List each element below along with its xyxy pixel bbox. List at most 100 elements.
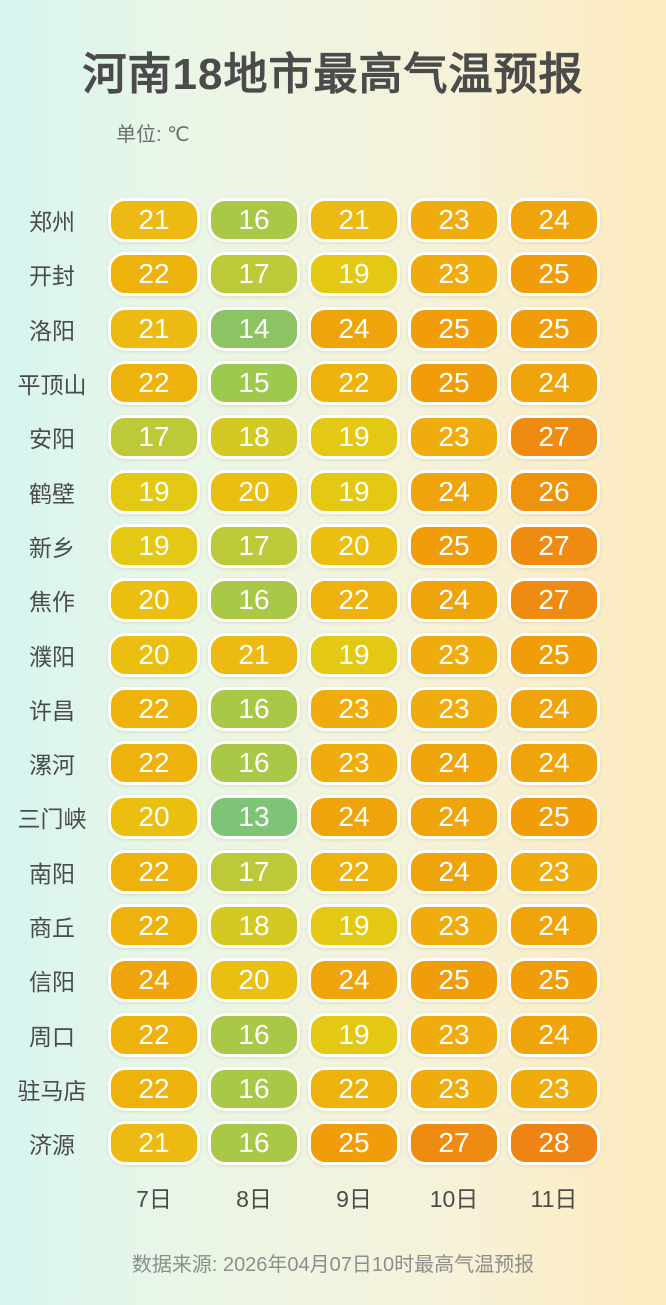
temp-pill: 21 xyxy=(308,198,400,243)
temp-pill: 20 xyxy=(308,523,400,568)
temp-pill: 20 xyxy=(208,958,300,1003)
date-label: 9日 xyxy=(336,1186,372,1213)
temp-pill: 22 xyxy=(308,849,400,894)
city-label: 南阳 xyxy=(29,860,75,887)
temp-pill: 19 xyxy=(308,904,400,948)
temp-pill: 22 xyxy=(308,1066,400,1111)
temp-pill: 18 xyxy=(208,415,300,460)
table-row: 南阳 22 17 22 24 23 xyxy=(0,845,666,899)
temp-pill: 23 xyxy=(408,904,500,948)
temp-pill: 23 xyxy=(508,1066,600,1111)
table-row: 信阳 24 20 24 25 25 xyxy=(0,953,666,1007)
temp-pill: 21 xyxy=(108,198,200,243)
temp-pill: 19 xyxy=(308,469,400,514)
temp-pill: 22 xyxy=(108,904,200,948)
temp-pill: 25 xyxy=(508,632,600,677)
city-label: 济源 xyxy=(29,1132,75,1159)
temp-pill: 17 xyxy=(208,849,300,894)
temp-pill: 19 xyxy=(308,415,400,460)
table-row: 鹤壁 19 20 19 24 26 xyxy=(0,464,666,518)
city-label: 漯河 xyxy=(29,752,75,779)
table-row: 濮阳 20 21 19 23 25 xyxy=(0,627,666,681)
city-label: 许昌 xyxy=(29,697,75,724)
table-row: 许昌 22 16 23 23 24 xyxy=(0,682,666,736)
table-row: 三门峡 20 13 24 24 25 xyxy=(0,790,666,844)
table-row: 新乡 19 17 20 25 27 xyxy=(0,519,666,573)
city-label: 焦作 xyxy=(29,589,75,616)
city-label: 信阳 xyxy=(29,969,75,996)
temp-pill: 24 xyxy=(108,958,200,1003)
table-row: 安阳 17 18 19 23 27 xyxy=(0,410,666,464)
temp-pill: 22 xyxy=(108,741,200,786)
temp-pill: 24 xyxy=(508,904,600,948)
temp-pill: 22 xyxy=(108,686,200,731)
temp-pill: 23 xyxy=(408,415,500,460)
temp-pill: 22 xyxy=(108,849,200,894)
city-label: 三门峡 xyxy=(17,806,87,833)
temp-pill: 21 xyxy=(208,632,300,677)
date-label: 11日 xyxy=(530,1186,578,1213)
temp-pill: 24 xyxy=(508,741,600,786)
city-label: 开封 xyxy=(29,263,75,290)
city-label: 鹤壁 xyxy=(29,480,75,507)
temp-pill: 19 xyxy=(108,523,200,568)
temp-pill: 24 xyxy=(508,686,600,731)
date-axis: 7日 8日 9日 10日 11日 xyxy=(0,1180,666,1214)
table-row: 漯河 22 16 23 24 24 xyxy=(0,736,666,790)
temp-pill: 16 xyxy=(208,198,300,243)
date-label: 7日 xyxy=(136,1186,172,1213)
temp-pill: 20 xyxy=(108,632,200,677)
temp-pill: 19 xyxy=(108,469,200,514)
temp-pill: 27 xyxy=(508,578,600,623)
temp-pill: 23 xyxy=(408,1012,500,1057)
temp-pill: 25 xyxy=(308,1121,400,1166)
temp-pill: 24 xyxy=(508,198,600,243)
temp-pill: 14 xyxy=(208,306,300,351)
temp-pill: 24 xyxy=(408,578,500,623)
temp-pill: 24 xyxy=(508,1012,600,1057)
temp-pill: 16 xyxy=(208,1066,300,1111)
temp-pill: 22 xyxy=(108,252,200,297)
temp-pill: 20 xyxy=(108,578,200,623)
temp-pill: 22 xyxy=(108,1012,200,1057)
temp-pill: 22 xyxy=(108,1066,200,1111)
city-label: 驻马店 xyxy=(17,1077,87,1104)
city-label: 郑州 xyxy=(29,209,75,236)
temp-pill: 25 xyxy=(408,306,500,351)
temp-pill: 19 xyxy=(308,632,400,677)
temp-pill: 23 xyxy=(408,632,500,677)
temp-pill: 20 xyxy=(108,795,200,840)
temp-pill: 25 xyxy=(408,523,500,568)
table-row: 平顶山 22 15 22 25 24 xyxy=(0,356,666,410)
temp-pill: 23 xyxy=(408,198,500,243)
city-label: 商丘 xyxy=(29,915,75,941)
temp-pill: 24 xyxy=(308,958,400,1003)
temp-pill: 16 xyxy=(208,686,300,731)
temp-pill: 22 xyxy=(308,361,400,406)
temp-pill: 23 xyxy=(508,849,600,894)
data-source: 数据来源: 2026年04月07日10时最高气温预报 xyxy=(131,1254,535,1277)
temp-pill: 24 xyxy=(308,795,400,840)
temp-pill: 15 xyxy=(208,361,300,406)
temp-pill: 17 xyxy=(208,523,300,568)
city-label: 平顶山 xyxy=(17,372,87,399)
temp-pill: 24 xyxy=(508,361,600,406)
temp-pill: 28 xyxy=(508,1121,600,1166)
temp-pill: 27 xyxy=(508,523,600,568)
temp-pill: 23 xyxy=(408,252,500,297)
temp-pill: 25 xyxy=(508,252,600,297)
city-label: 周口 xyxy=(29,1023,75,1050)
temp-pill: 25 xyxy=(508,306,600,351)
temp-pill: 25 xyxy=(508,958,600,1003)
temp-pill: 25 xyxy=(408,361,500,406)
unit-label: 单位: ℃ xyxy=(116,124,190,146)
table-row: 商丘 22 18 19 23 24 xyxy=(0,899,666,953)
temp-pill: 16 xyxy=(208,741,300,786)
table-row: 周口 22 16 19 23 24 xyxy=(0,1007,666,1061)
temp-pill: 17 xyxy=(208,252,300,297)
city-label: 安阳 xyxy=(29,426,75,453)
temp-pill: 24 xyxy=(408,849,500,894)
temp-pill: 24 xyxy=(408,469,500,514)
date-label: 8日 xyxy=(236,1186,272,1213)
